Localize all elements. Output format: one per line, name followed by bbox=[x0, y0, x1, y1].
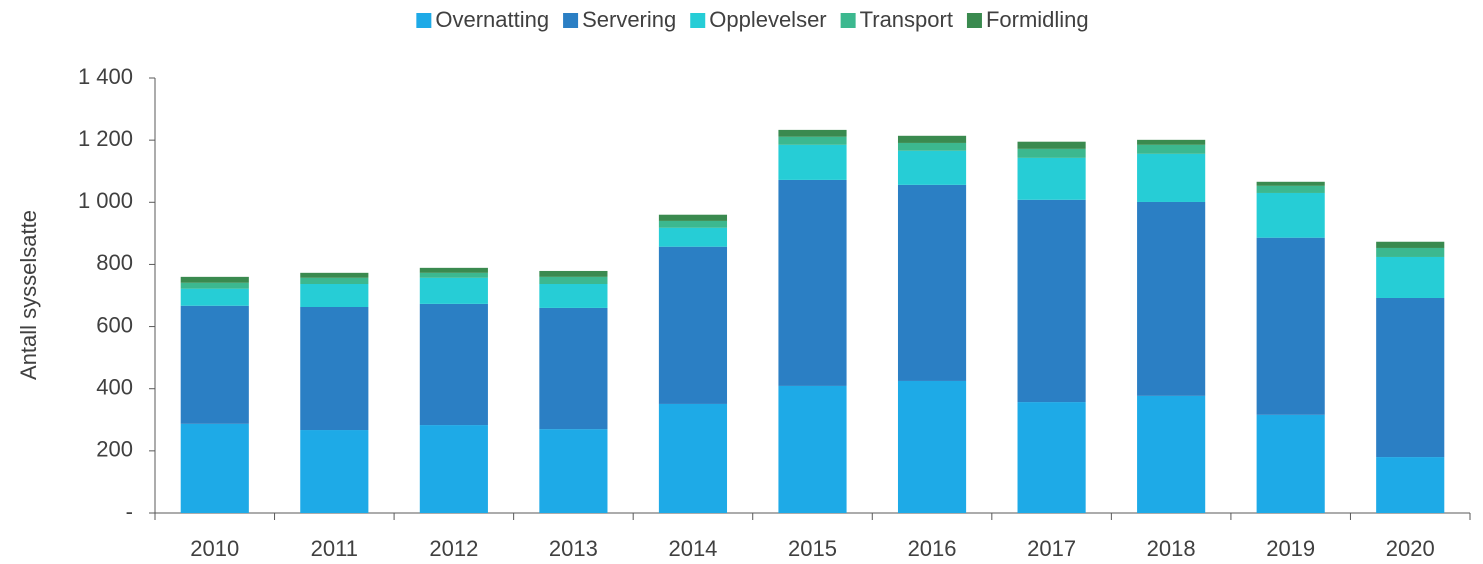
bar-segment bbox=[1256, 185, 1325, 193]
bar-segment bbox=[658, 403, 728, 513]
bar-segment bbox=[1256, 181, 1325, 186]
bar-segment bbox=[897, 184, 967, 381]
y-axis-title: Antall sysselsatte bbox=[16, 210, 41, 380]
bar-segment bbox=[419, 425, 488, 513]
x-tick-label: 2015 bbox=[788, 536, 837, 561]
y-tick-label: 1 000 bbox=[78, 188, 133, 213]
bar-segment bbox=[539, 284, 608, 308]
legend-swatch bbox=[840, 13, 856, 28]
bar-segment bbox=[539, 270, 608, 277]
bar-segment bbox=[1017, 157, 1086, 200]
x-tick-label: 2013 bbox=[549, 536, 598, 561]
bar-segment bbox=[539, 429, 608, 513]
bar-segment bbox=[419, 277, 488, 304]
bar-segment bbox=[419, 272, 488, 278]
bar-segment bbox=[300, 430, 369, 513]
bar-segment bbox=[1017, 148, 1086, 158]
bar-segment bbox=[180, 282, 249, 289]
bar-segment bbox=[300, 272, 369, 278]
legend-label: Overnatting bbox=[435, 7, 549, 32]
bar-segment bbox=[300, 284, 369, 307]
y-tick-label: 1 200 bbox=[78, 126, 133, 151]
bar-segment bbox=[1256, 237, 1325, 415]
bar-segment bbox=[1017, 141, 1086, 149]
bar-segment bbox=[778, 144, 847, 180]
bar-segment bbox=[897, 142, 967, 151]
bar-segment bbox=[658, 220, 728, 228]
bar-segment bbox=[1017, 402, 1086, 513]
bar-segment bbox=[1137, 201, 1206, 396]
bar-segment bbox=[1137, 139, 1206, 145]
bar-segment bbox=[180, 276, 249, 283]
x-tick-label: 2012 bbox=[429, 536, 478, 561]
legend-swatch bbox=[966, 13, 982, 28]
legend-label: Servering bbox=[582, 7, 676, 32]
bar-segment bbox=[778, 385, 847, 513]
y-tick-label: 200 bbox=[96, 437, 133, 462]
legend-swatch bbox=[416, 13, 432, 28]
x-tick-label: 2016 bbox=[908, 536, 957, 561]
y-tick-label: - bbox=[126, 499, 133, 524]
legend-label: Opplevelser bbox=[709, 7, 826, 32]
bar-segment bbox=[1376, 256, 1445, 298]
y-tick-label: 800 bbox=[96, 250, 133, 275]
bar-segment bbox=[897, 380, 967, 513]
bar-segment bbox=[1256, 192, 1325, 238]
legend-label: Transport bbox=[860, 7, 953, 32]
y-tick-label: 1 400 bbox=[78, 64, 133, 89]
legend-label: Formidling bbox=[986, 7, 1089, 32]
bar-segment bbox=[1376, 297, 1445, 458]
bar-segment bbox=[1256, 414, 1325, 513]
bar-segment bbox=[658, 246, 728, 404]
y-tick-label: 400 bbox=[96, 375, 133, 400]
bar-segment bbox=[539, 276, 608, 285]
x-tick-label: 2010 bbox=[190, 536, 239, 561]
legend-swatch bbox=[690, 13, 706, 28]
bar-segment bbox=[1376, 247, 1445, 257]
x-tick-label: 2020 bbox=[1386, 536, 1435, 561]
bar-segment bbox=[778, 179, 847, 386]
bar-segment bbox=[778, 136, 847, 145]
legend-swatch bbox=[563, 13, 579, 28]
bar-segment bbox=[539, 307, 608, 430]
bar-segment bbox=[778, 129, 847, 137]
bar-segment bbox=[658, 214, 728, 221]
bar-segment bbox=[1137, 144, 1206, 154]
bar-segment bbox=[180, 423, 249, 513]
bar-segment bbox=[1376, 241, 1445, 248]
bar-segment bbox=[180, 305, 249, 424]
bar-segment bbox=[419, 267, 488, 273]
bar-segment bbox=[897, 150, 967, 185]
x-tick-label: 2014 bbox=[668, 536, 717, 561]
bar-segment bbox=[419, 303, 488, 426]
bar-segment bbox=[300, 277, 369, 285]
x-tick-label: 2011 bbox=[311, 536, 358, 561]
bar-segment bbox=[897, 135, 967, 143]
x-tick-label: 2018 bbox=[1147, 536, 1196, 561]
x-tick-label: 2019 bbox=[1266, 536, 1315, 561]
y-tick-label: 600 bbox=[96, 312, 133, 337]
bar-segment bbox=[1137, 153, 1206, 202]
bar-segment bbox=[658, 227, 728, 247]
bar-segment bbox=[300, 306, 369, 431]
bar-segment bbox=[1137, 395, 1206, 513]
x-tick-label: 2017 bbox=[1027, 536, 1076, 561]
bar-segment bbox=[1376, 457, 1445, 513]
bar-segment bbox=[180, 288, 249, 306]
bar-segment bbox=[1017, 199, 1086, 403]
